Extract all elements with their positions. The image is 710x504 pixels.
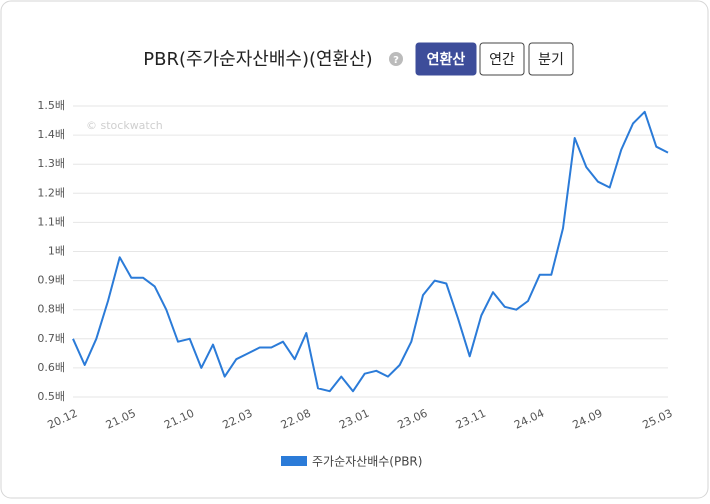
legend-label: 주가순자산배수(PBR)	[312, 455, 422, 469]
help-icon[interactable]	[389, 52, 403, 66]
toggle-button-label[interactable]: 연간	[489, 52, 515, 68]
y-tick-label: 1.4배	[37, 128, 65, 141]
y-tick-label: 0.5배	[37, 390, 65, 403]
y-tick-label: 0.9배	[37, 274, 65, 287]
y-tick-label: 1.3배	[37, 157, 65, 170]
legend-swatch	[281, 456, 307, 466]
help-icon-text[interactable]: ?	[393, 55, 399, 66]
watermark: © stockwatch	[86, 119, 163, 132]
y-tick-label: 0.8배	[37, 303, 65, 316]
y-tick-label: 1.1배	[37, 215, 65, 228]
y-tick-label: 0.6배	[37, 361, 65, 374]
toggle-button[interactable]	[479, 42, 525, 76]
toggle-button-label[interactable]: 연환산	[427, 51, 466, 68]
y-tick-label: 1.2배	[37, 186, 65, 199]
chart-title: PBR(주가순자산배수)(연환산)	[143, 49, 372, 70]
y-tick-label: 1.5배	[37, 99, 65, 112]
toggle-button[interactable]	[415, 42, 477, 76]
y-tick-label: 0.7배	[37, 332, 65, 345]
toggle-button-label[interactable]: 분기	[538, 52, 564, 68]
y-tick-label: 1배	[48, 245, 65, 258]
toggle-button[interactable]	[528, 42, 574, 76]
data-line	[72, 110, 669, 393]
